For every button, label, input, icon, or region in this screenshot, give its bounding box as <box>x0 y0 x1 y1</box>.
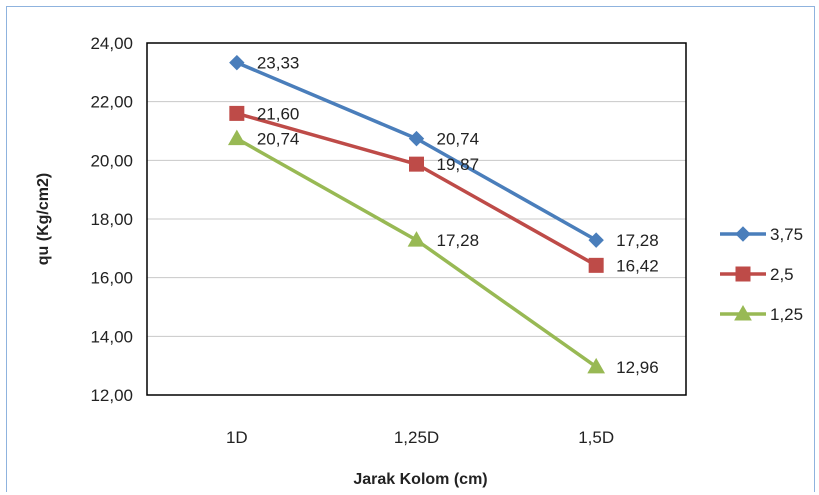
legend: 3,75 2,5 1,25 <box>720 225 803 324</box>
data-point <box>588 257 604 273</box>
data-label: 12,96 <box>616 358 659 377</box>
data-label: 20,74 <box>437 130 480 149</box>
plot-area <box>146 42 687 396</box>
series-line <box>235 137 598 369</box>
series-line <box>236 61 598 242</box>
y-tick-label: 12,00 <box>90 386 133 405</box>
data-label: 17,28 <box>437 231 480 250</box>
gridlines <box>147 42 686 396</box>
data-label: 17,28 <box>616 231 659 250</box>
data-point <box>227 129 246 146</box>
y-tick-label: 18,00 <box>90 210 133 229</box>
legend-label: 1,25 <box>770 305 803 324</box>
data-point <box>229 54 245 71</box>
legend-marker <box>734 304 752 321</box>
y-axis-title: qu (Kg/cm2) <box>35 173 52 265</box>
data-label: 19,87 <box>437 155 480 174</box>
data-point <box>229 105 245 121</box>
legend-marker <box>735 226 751 242</box>
x-tick-label: 1,5D <box>578 428 614 447</box>
data-label: 20,74 <box>257 130 300 149</box>
y-axis-ticks: 12,00 14,00 16,00 18,00 20,00 22,00 24,00 <box>90 34 133 405</box>
data-label: 21,60 <box>257 104 300 123</box>
x-axis-title: Jarak Kolom (cm) <box>353 471 487 488</box>
data-label: 23,33 <box>257 54 300 73</box>
y-tick-label: 20,00 <box>90 151 133 170</box>
x-tick-label: 1D <box>226 428 248 447</box>
x-tick-label: 1,25D <box>394 428 439 447</box>
y-tick-label: 14,00 <box>90 327 133 346</box>
data-point <box>588 232 604 248</box>
chart-frame <box>6 6 815 492</box>
data-point <box>587 357 606 374</box>
legend-label: 3,75 <box>770 225 803 244</box>
y-tick-label: 24,00 <box>90 34 133 53</box>
legend-marker <box>735 266 751 282</box>
y-tick-label: 16,00 <box>90 269 133 288</box>
data-point <box>408 130 425 147</box>
x-axis-ticks: 1D 1,25D 1,5D <box>226 428 614 447</box>
legend-label: 2,5 <box>770 265 794 284</box>
data-point <box>407 231 426 247</box>
data-label: 16,42 <box>616 256 659 275</box>
data-labels: 23,33 20,74 17,28 21,60 19,87 16,42 20,74 17,28… <box>257 54 659 377</box>
series-layer <box>227 54 606 374</box>
y-tick-label: 22,00 <box>90 93 133 112</box>
data-point <box>409 156 424 172</box>
